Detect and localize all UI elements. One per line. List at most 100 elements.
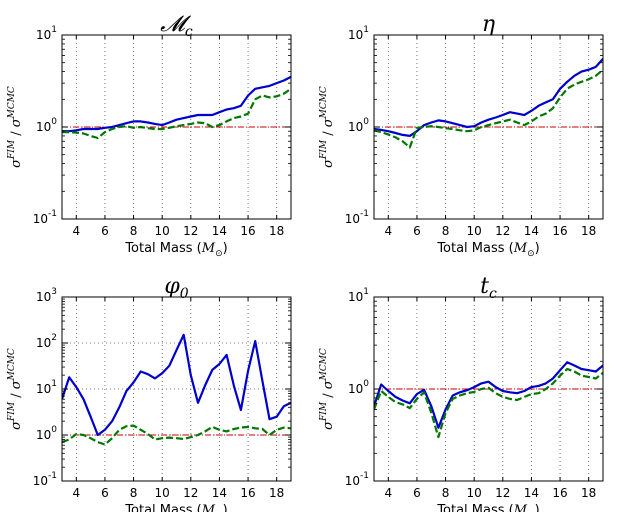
y-tick-exponent: 3: [51, 287, 57, 297]
series-line-dashed: [374, 367, 603, 439]
y-tick-label: 10-1: [33, 471, 57, 488]
x-axis-label-var: M: [513, 241, 528, 256]
x-tick-label: 16: [552, 224, 567, 238]
y-axis-sigma-2: σ: [321, 379, 336, 389]
x-tick-label: 14: [524, 486, 539, 500]
x-tick-label: 18: [581, 486, 596, 500]
x-axis-label-close: ): [535, 503, 540, 512]
y-axis-sup-2: MCMC: [319, 86, 329, 119]
y-axis-slash: /: [9, 389, 24, 402]
y-axis-label: σFIM / σMCMC: [319, 86, 336, 168]
title-subscript: 0: [180, 286, 189, 302]
x-tick-label: 6: [101, 224, 109, 238]
x-tick-label: 12: [495, 224, 510, 238]
series-line-dashed: [62, 424, 291, 446]
y-axis-sigma-1: σ: [9, 420, 24, 430]
series-line-solid: [62, 333, 291, 437]
title-main: φ: [164, 274, 180, 299]
y-tick-exponent: -1: [360, 209, 369, 219]
chart-title: η: [482, 12, 495, 37]
x-axis-label-close: ): [223, 503, 228, 512]
x-axis-label-text: Total Mass (: [124, 503, 201, 512]
y-axis-sigma-2: σ: [9, 379, 24, 389]
y-tick-exponent: -1: [48, 471, 57, 481]
chart-title: tc: [480, 274, 497, 302]
y-tick-label: 10-1: [345, 471, 369, 488]
y-axis-slash: /: [321, 127, 336, 140]
x-axis-label-close: ): [535, 241, 540, 256]
x-tick-label: 4: [72, 224, 80, 238]
x-tick-label: 4: [384, 486, 392, 500]
x-tick-label: 6: [101, 486, 109, 500]
x-tick-label: 6: [413, 486, 421, 500]
y-tick-label: 100: [36, 425, 57, 442]
y-tick-exponent: 0: [363, 379, 369, 389]
y-tick-exponent: 1: [363, 287, 369, 297]
x-axis-label-var: M: [201, 503, 216, 512]
x-axis-label-close: ): [223, 241, 228, 256]
x-tick-label: 4: [72, 486, 80, 500]
y-tick-base: 10: [348, 290, 363, 304]
y-axis-sigma-1: σ: [321, 158, 336, 168]
y-tick-label: 101: [348, 25, 369, 42]
title-main: η: [482, 12, 495, 37]
y-axis-sigma-2: σ: [321, 117, 336, 127]
y-tick-base: 10: [348, 28, 363, 42]
x-axis-label-text: Total Mass (: [436, 241, 513, 256]
x-tick-label: 16: [240, 224, 255, 238]
x-axis-label-text: Total Mass (: [124, 241, 201, 256]
x-tick-label: 10: [155, 224, 170, 238]
x-tick-label: 10: [467, 486, 482, 500]
x-tick-label: 6: [413, 224, 421, 238]
title-subscript: c: [185, 24, 193, 40]
y-axis-slash: /: [321, 389, 336, 402]
x-tick-label: 16: [552, 486, 567, 500]
x-axis-label-text: Total Mass (: [436, 503, 513, 512]
y-tick-label: 100: [348, 117, 369, 134]
y-tick-base: 10: [348, 382, 363, 396]
y-tick-base: 10: [348, 120, 363, 134]
y-tick-base: 10: [36, 28, 51, 42]
y-tick-base: 10: [36, 290, 51, 304]
y-tick-base: 10: [345, 474, 360, 488]
gridlines: [62, 297, 291, 481]
y-tick-label: 103: [36, 287, 57, 304]
y-axis-sup-1: FIM: [319, 401, 329, 422]
y-tick-exponent: 1: [51, 25, 57, 35]
y-axis-label: σFIM / σMCMC: [319, 348, 336, 430]
x-axis-label: Total Mass (M⊙): [436, 503, 539, 512]
y-axis-sup-2: MCMC: [7, 348, 17, 381]
y-tick-base: 10: [345, 212, 360, 226]
x-tick-label: 8: [442, 224, 450, 238]
y-axis-sup-1: FIM: [7, 401, 17, 422]
y-tick-exponent: 0: [51, 117, 57, 127]
title-main: t: [480, 274, 489, 299]
x-tick-label: 14: [212, 486, 227, 500]
y-axis-slash: /: [9, 127, 24, 140]
chart-title: 𝓜c: [160, 12, 193, 40]
y-tick-base: 10: [36, 120, 51, 134]
y-axis-sup-2: MCMC: [7, 86, 17, 119]
y-tick-label: 100: [36, 117, 57, 134]
x-tick-label: 14: [212, 224, 227, 238]
x-tick-label: 8: [130, 224, 138, 238]
x-tick-label: 10: [155, 486, 170, 500]
y-axis-label: σFIM / σMCMC: [7, 86, 24, 168]
x-tick-label: 18: [269, 224, 284, 238]
y-axis-sup-2: MCMC: [319, 348, 329, 381]
series-line-solid: [374, 361, 603, 429]
x-axis-label-sub: ⊙: [527, 249, 535, 259]
x-axis-label-var: M: [201, 241, 216, 256]
y-tick-exponent: 1: [51, 379, 57, 389]
x-tick-label: 12: [183, 486, 198, 500]
y-tick-base: 10: [36, 336, 51, 350]
series-line-dashed: [62, 87, 291, 140]
y-tick-base: 10: [33, 212, 48, 226]
y-tick-exponent: 0: [363, 117, 369, 127]
y-tick-exponent: 2: [51, 333, 57, 343]
y-tick-label: 102: [36, 333, 57, 350]
y-axis-sup-1: FIM: [7, 139, 17, 160]
